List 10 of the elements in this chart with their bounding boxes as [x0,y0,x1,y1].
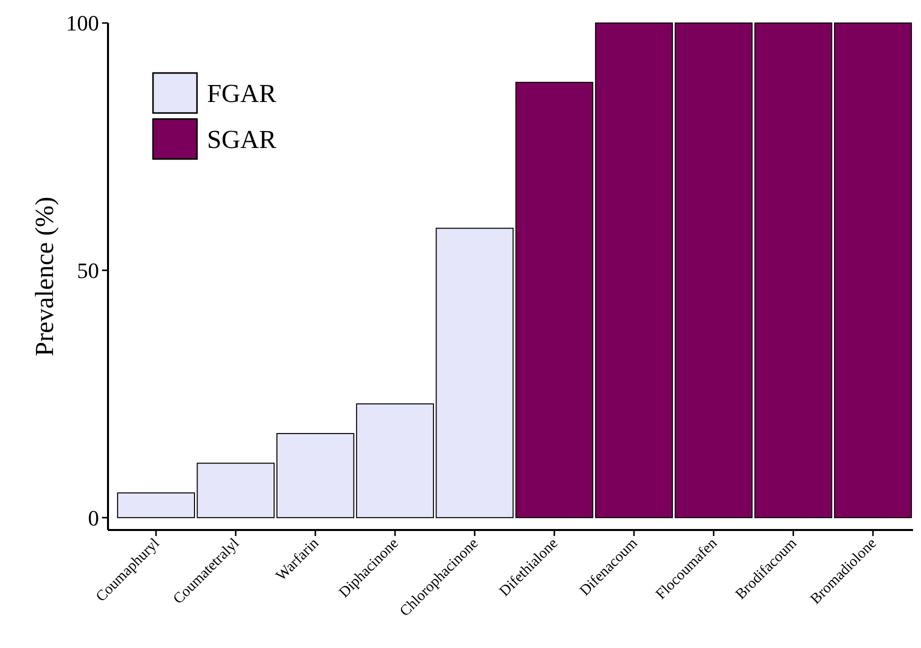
legend-label: FGAR [207,79,278,108]
y-tick-label: 0 [88,505,99,530]
bar [834,22,912,518]
legend-label: SGAR [207,125,278,154]
y-axis-title: Prevalence (%) [30,196,59,356]
bar [196,462,275,518]
y-tick-label: 50 [77,258,99,284]
y-tick-label: 100 [66,10,99,36]
bar [754,22,832,518]
bar [117,492,195,518]
